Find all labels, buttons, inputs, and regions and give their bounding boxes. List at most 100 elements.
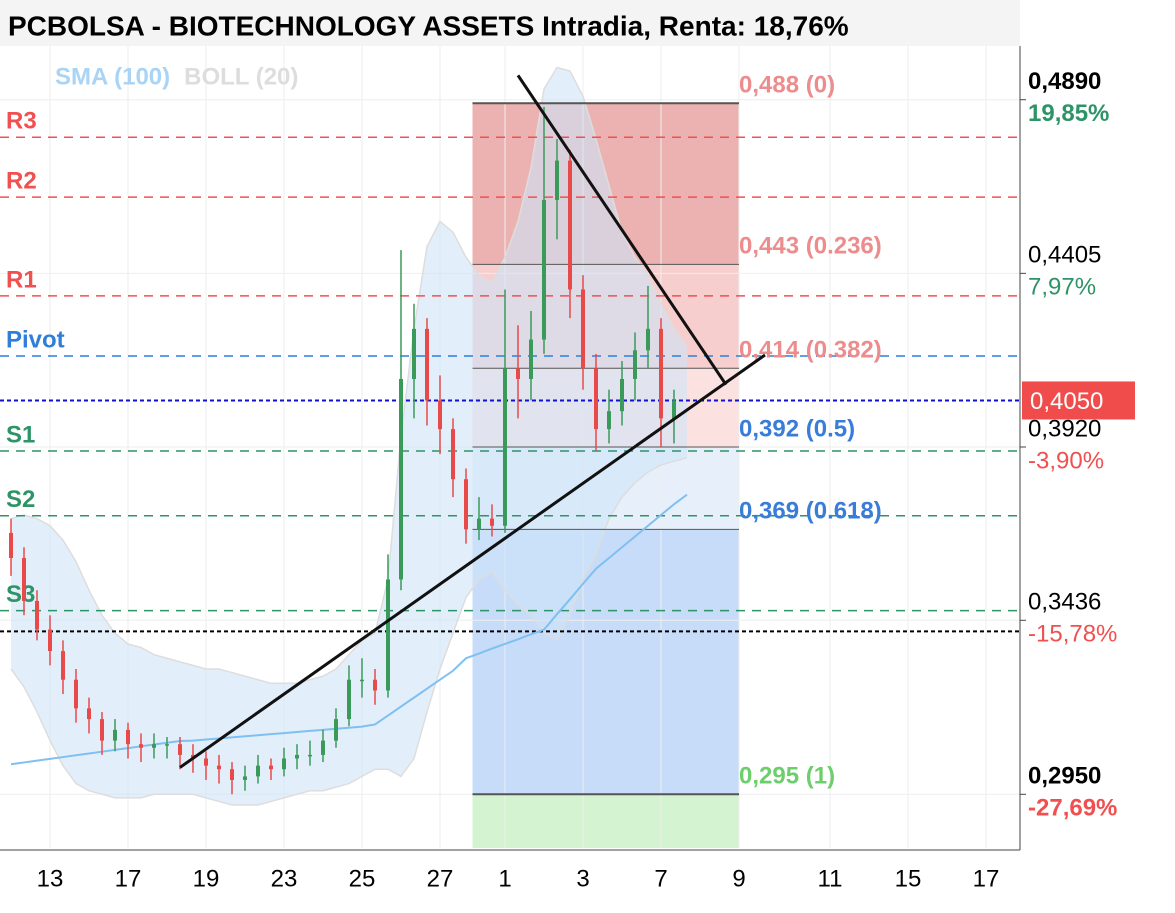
pivot-label: S2 [6, 486, 35, 513]
y-tick-label: 0,2950 [1028, 763, 1101, 790]
candle-body [672, 400, 676, 419]
x-tick-label: 27 [427, 865, 454, 892]
candle-body [152, 744, 156, 748]
candle-body [607, 411, 611, 430]
pivot-label: Pivot [6, 326, 65, 353]
x-tick-label: 17 [973, 865, 1000, 892]
candle-body [139, 744, 143, 748]
sma-line [10, 493, 688, 766]
candle-body [282, 758, 286, 770]
x-tick-label: 19 [193, 865, 220, 892]
fib-label: 0,443 (0.236) [739, 233, 882, 260]
candle-body [35, 600, 39, 630]
x-tick-label: 9 [732, 865, 745, 892]
legend-entry: SMA (100) [55, 63, 170, 90]
candle-body [126, 729, 130, 745]
pivot-label: S1 [6, 421, 35, 448]
x-tick-label: 7 [654, 865, 667, 892]
candle-body [308, 754, 312, 757]
candle-body [581, 289, 585, 369]
change-label: 19,85% [1028, 100, 1109, 127]
candle-body [295, 754, 299, 759]
candle-body [659, 328, 663, 419]
x-tick-label: 25 [349, 865, 376, 892]
candle-body [347, 679, 351, 720]
candle-body [542, 199, 546, 340]
plot-area: R3 R2 R1 Pivot S1 S2 S3 0,488 (0) 0,443 (0.236) 0… [0, 46, 1020, 848]
candle-body [464, 479, 468, 530]
candle-body [113, 729, 117, 741]
legend-entry: BOLL (20) [184, 63, 298, 90]
candle-body [48, 629, 52, 652]
fib-zone [472, 794, 739, 848]
y-tick-label: 0,4890 [1028, 68, 1101, 95]
pivot-label: R3 [6, 108, 37, 135]
fib-label: 0,488 (0) [739, 72, 835, 99]
change-label: -27,69% [1028, 795, 1117, 822]
x-tick-label: 1 [498, 865, 511, 892]
change-label: 7,97% [1028, 274, 1096, 301]
candle-body [9, 532, 13, 558]
boll-line [10, 66, 688, 685]
candle-body [230, 769, 234, 780]
candle-body [516, 368, 520, 379]
pivot-label: R2 [6, 167, 37, 194]
x-tick-label: 3 [576, 865, 589, 892]
candle-body [451, 429, 455, 480]
y-tick-label: 0,3920 [1028, 415, 1101, 442]
candle-body [269, 765, 273, 770]
fib-label: 0,369 (0.618) [739, 498, 882, 525]
pivot-label: S3 [6, 581, 35, 608]
candle-body [490, 518, 494, 526]
candle-body [438, 400, 442, 430]
boll-line [10, 457, 688, 806]
y-tick-label: 0,4405 [1028, 242, 1101, 269]
change-label: -3,90% [1028, 447, 1104, 474]
candle-body [373, 679, 377, 691]
candle-body [100, 719, 104, 741]
candle-body [321, 740, 325, 755]
candle-body [594, 368, 598, 430]
candle-body [477, 518, 481, 530]
boll-band [11, 67, 687, 806]
candle-body [529, 339, 533, 379]
trendline [179, 353, 766, 769]
candle-body [217, 765, 221, 770]
x-tick-label: 13 [37, 865, 64, 892]
candle-body [74, 679, 78, 709]
title-bar [0, 0, 1020, 46]
candle-body [360, 679, 364, 682]
trendline [516, 74, 728, 386]
candle-body [87, 708, 91, 720]
candle-body [503, 368, 507, 526]
fib-label: 0,392 (0.5) [739, 415, 855, 442]
candle-body [620, 378, 624, 412]
candle-body [412, 328, 416, 379]
candle-body [633, 350, 637, 379]
candle-body [555, 160, 559, 200]
candle-body [568, 160, 572, 290]
x-tick-label: 23 [271, 865, 298, 892]
candle-body [204, 758, 208, 766]
candle-body [386, 579, 390, 691]
candle-body [178, 744, 182, 755]
fib-label: 0,295 (1) [739, 763, 835, 790]
candle-body [61, 651, 65, 680]
x-tick-label: 17 [115, 865, 142, 892]
x-tick-label: 15 [895, 865, 922, 892]
candle-body [165, 744, 169, 746]
candle-body [334, 719, 338, 741]
candle-body [256, 765, 260, 777]
pivot-label: R1 [6, 266, 37, 293]
candle-body [243, 776, 247, 780]
last-price-label: 0,4050 [1030, 388, 1103, 415]
candle-body [22, 557, 26, 601]
change-label: -15,78% [1028, 621, 1117, 648]
candle-body [646, 328, 650, 351]
y-tick-label: 0,3436 [1028, 589, 1101, 616]
candle-body [425, 328, 429, 401]
candle-body [399, 378, 403, 580]
last-price-box [1022, 381, 1135, 420]
fib-label: 0,414 (0.382) [739, 337, 882, 364]
